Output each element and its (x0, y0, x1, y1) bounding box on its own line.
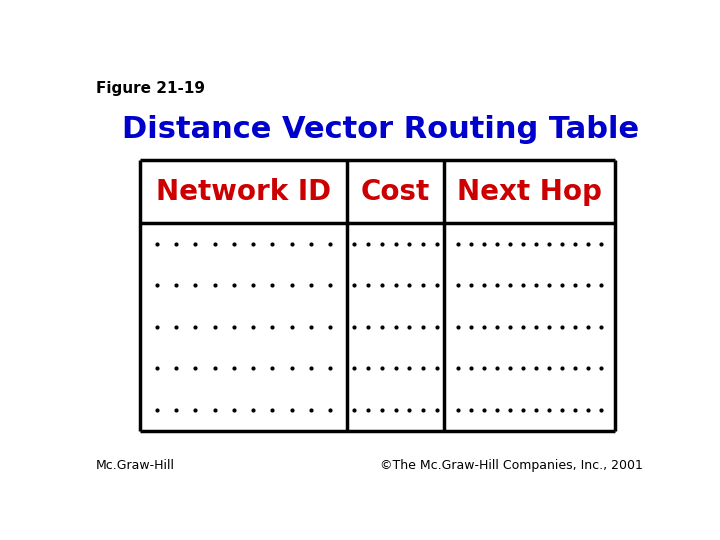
Text: Mc.Graw-Hill: Mc.Graw-Hill (96, 460, 174, 472)
Text: Figure 21-19: Figure 21-19 (96, 82, 204, 97)
Text: Next Hop: Next Hop (457, 178, 602, 206)
Text: Distance Vector Routing Table: Distance Vector Routing Table (122, 114, 639, 144)
Text: Network ID: Network ID (156, 178, 331, 206)
Text: Cost: Cost (361, 178, 430, 206)
Text: ©The Mc.Graw-Hill Companies, Inc., 2001: ©The Mc.Graw-Hill Companies, Inc., 2001 (379, 460, 642, 472)
